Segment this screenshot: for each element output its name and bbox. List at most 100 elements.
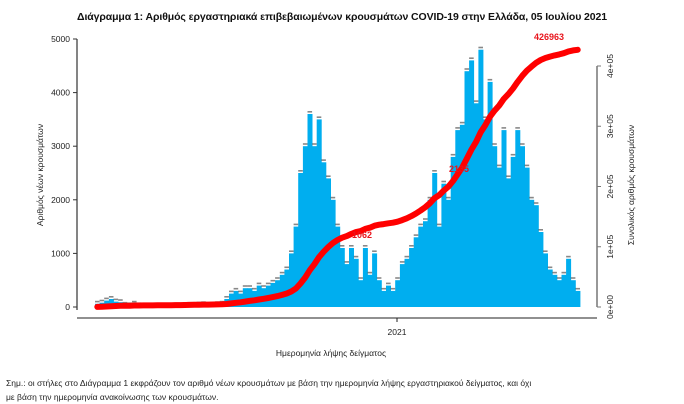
bar-value-label: [312, 143, 317, 145]
bar: [321, 162, 327, 307]
bar-value-label: [376, 277, 382, 279]
bar: [399, 264, 405, 307]
bar-value-label: [238, 290, 243, 293]
bar-value-label: [427, 196, 433, 199]
bar: [372, 253, 378, 307]
bar-value-label: [298, 170, 303, 172]
bar: [543, 253, 548, 307]
bar: [487, 81, 493, 308]
bar-value-label: [492, 143, 497, 145]
bar-value-label: [543, 250, 548, 252]
bar-value-label: [381, 287, 386, 290]
bar: [289, 253, 294, 307]
bar: [575, 290, 581, 307]
bar-value-label: [552, 271, 557, 274]
bar: [307, 114, 313, 307]
bar-value-label: [349, 245, 354, 247]
bar: [450, 156, 456, 307]
y-tick-label: 4000: [51, 88, 70, 98]
y2-axis-title: Συνολικός αριθμός κρουσμάτων: [626, 125, 636, 245]
bar: [229, 293, 234, 307]
bar-value-label: [233, 287, 239, 290]
bar: [538, 232, 544, 307]
bar: [339, 248, 345, 307]
bar-value-label: [510, 153, 516, 156]
bar-value-label: [367, 271, 373, 274]
bar: [298, 173, 304, 307]
cumulative-label-2: 2135: [449, 164, 469, 174]
bar-value-label: [279, 271, 285, 274]
bar-value-label: [132, 300, 137, 303]
bar: [492, 146, 498, 307]
bar: [566, 258, 572, 307]
x-axis-title: Ημερομηνία λήψης δείγματος: [276, 348, 386, 358]
bar-value-label: [353, 255, 359, 258]
bar-value-label: [113, 298, 119, 301]
bar-value-label: [95, 300, 100, 303]
bar: [464, 71, 470, 307]
bar-value-label: [399, 261, 405, 263]
left-y-ticks: 0 1000 2000 3000 4000 5000: [51, 34, 77, 312]
bar: [381, 290, 387, 307]
bar-value-label: [358, 277, 363, 279]
bar: [376, 280, 382, 307]
bar: [510, 156, 516, 307]
bar-value-label: [252, 287, 257, 290]
bar: [409, 248, 415, 307]
bar: [556, 280, 562, 307]
y-tick-label: 1000: [51, 248, 70, 258]
bar-value-label: [520, 143, 525, 145]
bar: [501, 130, 507, 307]
bar: [469, 60, 475, 308]
bar: [427, 199, 433, 307]
bar-value-label: [104, 297, 109, 300]
cumulative-line: [94, 46, 581, 310]
bar: [326, 178, 331, 307]
bar-value-label: [575, 287, 580, 290]
bar: [386, 285, 391, 307]
bar-value-label: [566, 255, 571, 258]
bar-value-label: [284, 266, 289, 269]
bar-series: [95, 49, 581, 308]
y2-tick-label: 2e+05: [605, 174, 615, 198]
bar-value-label: [487, 78, 493, 81]
bar-value-label: [404, 255, 410, 258]
bar: [441, 183, 447, 307]
y-tick-label: 3000: [51, 141, 70, 151]
bar: [344, 264, 350, 307]
bar: [330, 199, 336, 307]
y2-tick-label: 3e+05: [605, 114, 615, 138]
bar-value-label: [464, 68, 470, 70]
bar-value-label: [570, 277, 576, 279]
bar: [316, 119, 322, 308]
bar: [446, 199, 451, 307]
bar-value-label: [469, 57, 474, 59]
bar: [436, 226, 442, 307]
bar-value-label: [293, 223, 299, 226]
bar-value-label: [483, 116, 488, 118]
bar: [279, 274, 285, 307]
y2-tick-label: 4e+05: [605, 54, 615, 78]
bar-value-label: [261, 285, 266, 287]
bar-value-label: [316, 116, 322, 118]
bar: [552, 274, 558, 307]
bar: [473, 103, 479, 307]
right-y-ticks: 0e+00 1e+05 2e+05 3e+05 4e+05: [597, 54, 615, 319]
bar: [362, 248, 368, 307]
bar-value-label: [529, 196, 534, 199]
y2-tick-label: 1e+05: [605, 235, 615, 259]
bar: [247, 288, 253, 307]
bar: [302, 146, 308, 307]
bar-value-label: [418, 223, 423, 226]
bar-value-label: [538, 229, 543, 231]
bar-value-label: [122, 301, 128, 304]
bar-value-label: [450, 153, 456, 156]
bar-value-label: [561, 271, 567, 274]
bar: [358, 280, 364, 307]
bar-value-label: [229, 290, 234, 293]
bar-value-label: [533, 202, 539, 204]
bar: [353, 258, 359, 307]
bar: [367, 274, 373, 307]
bar-value-label: [372, 250, 377, 252]
